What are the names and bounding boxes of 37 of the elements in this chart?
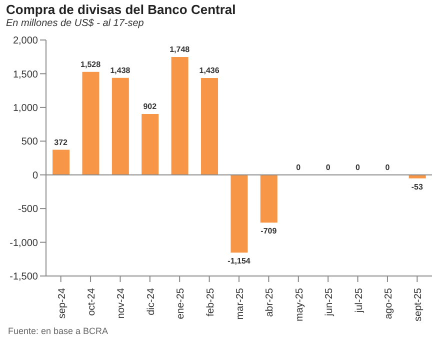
data-label: 1,436 <box>199 66 220 76</box>
data-label: 372 <box>54 138 68 147</box>
y-tick-label: 1,500 <box>12 69 38 80</box>
y-tick-label: 500 <box>21 136 38 148</box>
data-label: 0 <box>326 162 331 172</box>
data-label: 0 <box>356 162 361 172</box>
x-tick-label: dic-24 <box>146 288 157 316</box>
y-tick-label: -1,500 <box>10 272 38 283</box>
data-label: 1,748 <box>170 44 190 54</box>
source-note: Fuente: en base a BCRA <box>8 326 108 336</box>
data-label: -53 <box>411 182 424 192</box>
x-tick-label: jun-25 <box>324 288 336 317</box>
x-tick-label: oct-24 <box>86 288 98 316</box>
y-tick-label: -1,000 <box>10 238 38 249</box>
data-label: 1,438 <box>110 66 131 75</box>
x-tick-label: feb-25 <box>205 288 216 316</box>
x-tick-label: mar-25 <box>235 288 246 320</box>
y-tick-label: 0 <box>32 170 38 182</box>
chart-subtitle: En millones de US$ - al 17-sep <box>6 18 144 29</box>
x-tick-label: sep-24 <box>56 288 68 319</box>
x-tick-label: may-25 <box>294 288 306 322</box>
data-label: 902 <box>143 102 158 112</box>
x-tick-label: ene-25 <box>176 288 187 320</box>
chart-title: Compra de divisas del Banco Central <box>6 2 236 17</box>
y-tick-label: 1,000 <box>12 102 38 114</box>
data-label: 0 <box>296 162 302 172</box>
data-label: 0 <box>385 162 390 172</box>
data-label: -709 <box>260 226 278 236</box>
x-tick-label: abr-25 <box>264 288 276 317</box>
x-tick-label: ago-25 <box>383 288 394 320</box>
y-tick-label: -500 <box>18 204 38 216</box>
x-tick-label: jul-25 <box>354 288 365 314</box>
data-label: 1,528 <box>80 60 102 69</box>
data-label: -1,154 <box>228 256 251 266</box>
x-tick-label: nov-24 <box>116 288 128 319</box>
x-tick-label: sept-25 <box>413 288 424 322</box>
y-tick-label: 2,000 <box>12 36 38 47</box>
